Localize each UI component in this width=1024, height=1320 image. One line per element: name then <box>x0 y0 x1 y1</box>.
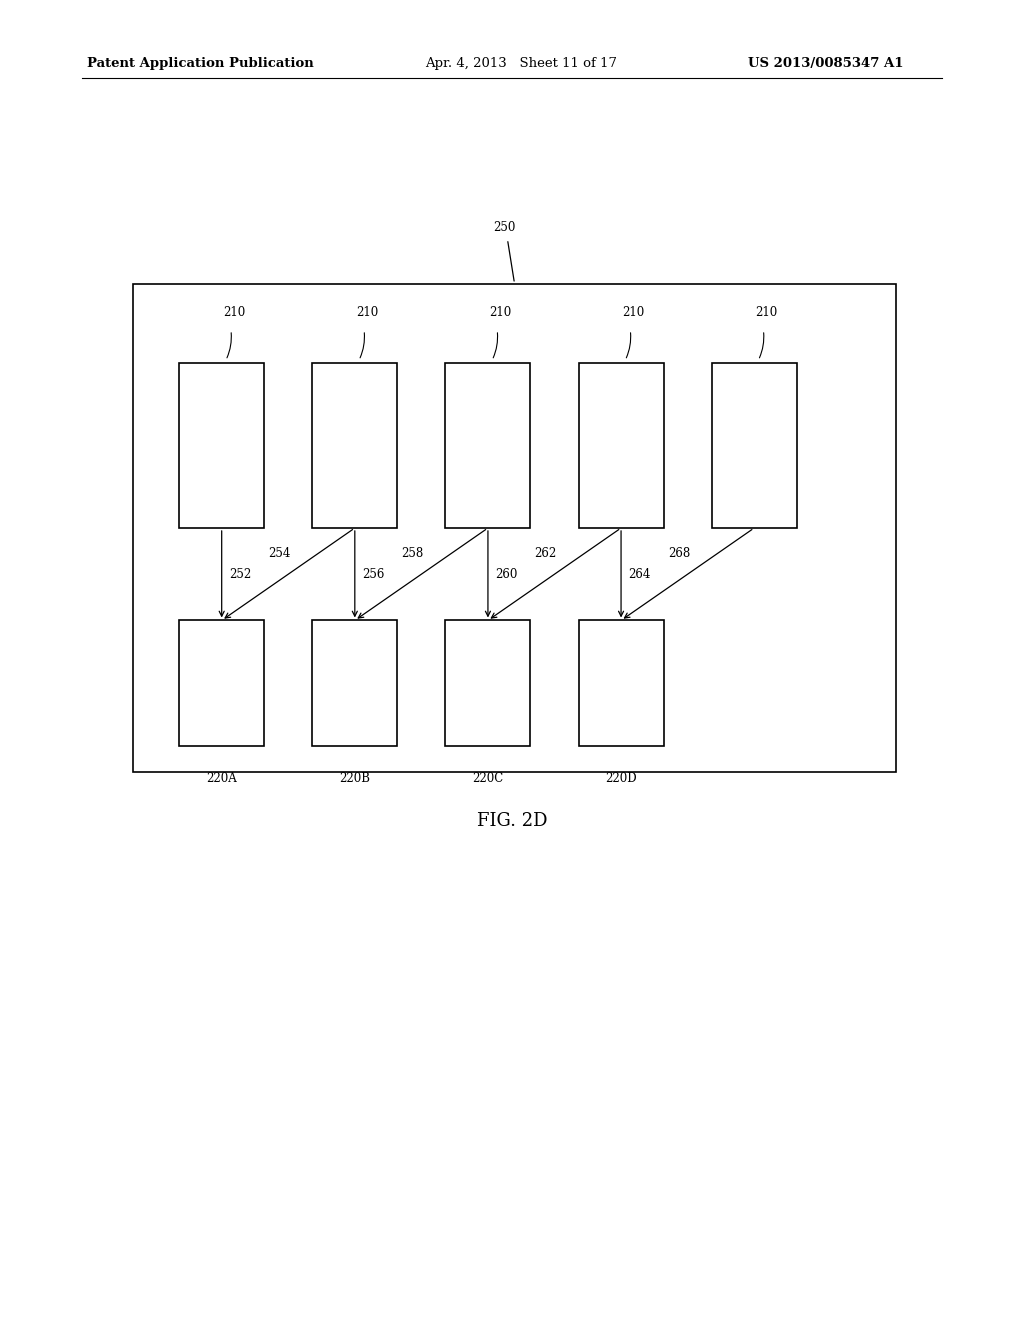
Bar <box>579 363 664 528</box>
Text: 250: 250 <box>494 220 515 234</box>
Text: 264: 264 <box>629 568 650 581</box>
Text: 210: 210 <box>756 306 777 319</box>
Bar <box>179 620 264 746</box>
Bar <box>312 363 397 528</box>
Text: 210: 210 <box>223 306 245 319</box>
Text: 220B: 220B <box>339 772 371 785</box>
Text: 252: 252 <box>229 568 251 581</box>
Text: 254: 254 <box>268 546 291 560</box>
Text: 220D: 220D <box>605 772 637 785</box>
Text: 258: 258 <box>401 546 424 560</box>
Text: 268: 268 <box>668 546 690 560</box>
Bar <box>445 620 530 746</box>
Text: 220C: 220C <box>472 772 504 785</box>
Text: 262: 262 <box>535 546 557 560</box>
Text: 256: 256 <box>362 568 384 581</box>
Bar <box>579 620 664 746</box>
Bar <box>445 363 530 528</box>
Text: 210: 210 <box>356 306 378 319</box>
Bar <box>179 363 264 528</box>
Text: 220A: 220A <box>206 772 238 785</box>
Text: Patent Application Publication: Patent Application Publication <box>87 57 313 70</box>
Text: US 2013/0085347 A1: US 2013/0085347 A1 <box>748 57 903 70</box>
Bar <box>133 284 896 772</box>
Bar <box>312 620 397 746</box>
Text: 260: 260 <box>496 568 517 581</box>
Text: 210: 210 <box>489 306 511 319</box>
Bar <box>712 363 797 528</box>
Text: Apr. 4, 2013   Sheet 11 of 17: Apr. 4, 2013 Sheet 11 of 17 <box>425 57 616 70</box>
Text: 210: 210 <box>623 306 644 319</box>
Text: FIG. 2D: FIG. 2D <box>477 812 547 830</box>
